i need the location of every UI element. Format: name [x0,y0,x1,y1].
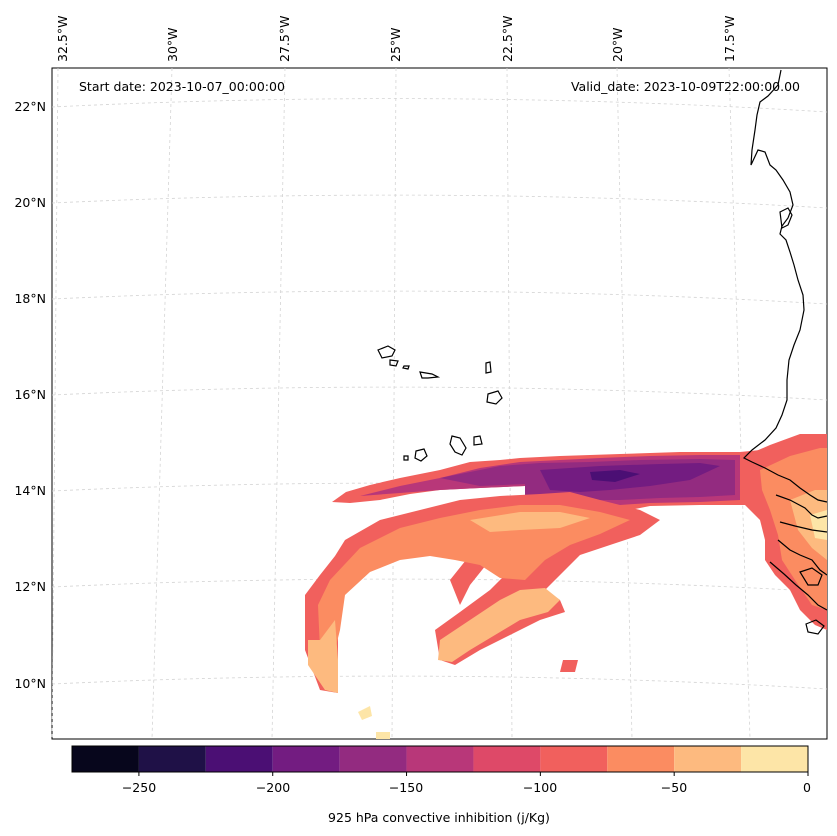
cin-contour-band [358,706,372,720]
cin-contour-band [470,512,590,532]
cape-verde-boa-vista [486,390,503,405]
lon-label: 32.5°W [55,16,70,62]
colorbar-segment [540,746,608,772]
colorbar-segment [72,746,139,772]
colorbar-segment [741,746,808,772]
colorbar-outline [71,745,809,773]
colorbar-segment [607,746,675,772]
cape-verde-sao-nicolau [419,371,441,379]
colorbar-segment [138,746,206,772]
cin-contour-band [590,470,640,482]
start-date-label: Start date: 2023-10-07_00:00:00 [79,79,285,94]
colorbar-tick-label: −100 [523,780,557,795]
cape-verde-sao-vicente [389,359,399,367]
cape-verde-sal [485,361,492,374]
colorbar-segment [473,746,541,772]
africa-coastline [742,69,828,503]
cape-verde-brava [403,455,409,461]
lon-label: 25°W [388,27,403,62]
colorbar-segment [674,746,742,772]
cin-contour-band [760,448,827,610]
cin-contour-band [560,660,578,672]
cin-contour-band [318,505,630,670]
colorbar-tick-label: −250 [122,780,156,795]
colorbar-segment [205,746,273,772]
colorbar-segment [339,746,407,772]
cin-contour-band [438,588,560,662]
lat-label: 10°N [14,676,46,691]
cape-verde-santiago [449,435,467,456]
lat-label: 20°N [14,195,46,210]
cape-verde-santo-antao [377,345,396,359]
lat-label: 18°N [14,291,46,306]
cape-verde-fogo [414,448,428,462]
colorbar-tick-label: −150 [389,780,423,795]
latitude-labels: 22°N 20°N 18°N 16°N 14°N 12°N 10°N [14,99,46,691]
cape-verde-santa-luzia [402,365,410,370]
lon-label: 22.5°W [500,16,515,62]
longitude-labels: 32.5°W 30°W 27.5°W 25°W 22.5°W 20°W 17.5… [55,16,737,62]
lat-label: 16°N [14,387,46,402]
lon-label: 17.5°W [722,16,737,62]
cin-field [305,434,827,739]
cin-contour-band [376,732,390,739]
latitude-gridlines [51,98,828,690]
senegal-gambia-coast [769,494,828,635]
lon-label: 20°W [610,27,625,62]
lat-label: 22°N [14,99,46,114]
cin-contour-band [308,620,338,693]
colorbar-ticks: −250 −200 −150 −100 −50 0 [122,780,811,795]
lon-label: 30°W [165,27,180,62]
island-tenerife-coast [779,207,793,229]
cin-contour-band [540,463,720,492]
valid-date-label: Valid_date: 2023-10-09T22:00:00.00 [571,79,800,94]
coastlines [377,69,828,635]
lat-label: 14°N [14,483,46,498]
cin-contour-band [790,490,827,560]
colorbar-label: 925 hPa convective inhibition (j/Kg) [328,810,550,825]
colorbar-segment [406,746,474,772]
lon-label: 27.5°W [277,16,292,62]
colorbar-tick-label: −50 [661,780,687,795]
colorbar-tick-label: −200 [256,780,290,795]
colorbar-tick-label: 0 [803,780,811,795]
cape-verde-maio [473,435,483,446]
colorbar-segment [272,746,340,772]
lat-label: 12°N [14,579,46,594]
colorbar [71,745,809,776]
